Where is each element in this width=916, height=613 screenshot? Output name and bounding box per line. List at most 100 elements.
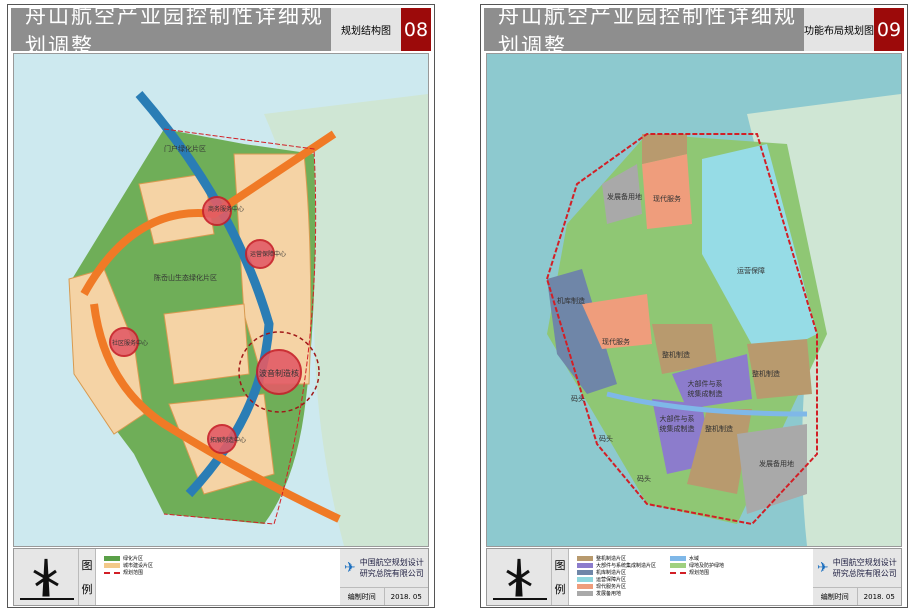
org-logo-icon: ✈ [817,560,829,576]
label-assembly-2: 整机制造 [752,370,780,378]
legend-item: 运营保障片区 [577,576,656,583]
legend-swatch [104,571,120,574]
legend-label: 大部件与系统集成制造片区 [596,563,657,569]
legend-label: 发展备用地 [596,591,622,597]
date-value: 2018. 05 [856,588,902,605]
legend-label: 规划范围 [689,570,710,576]
legend-label: 城市建设片区 [123,563,154,569]
label-expand: 拓展制造中心 [210,437,247,444]
sheet-footer: 图例 绿化片区 城市建设片区 规划范围 ✈ 中国航空规划设计研究总院有限公司 编制… [13,548,429,606]
date-value: 2018. 05 [383,588,429,605]
assembly-mid [652,324,717,374]
compass-scale [487,549,551,605]
node-boeing [256,349,302,395]
legend-tag: 图例 [551,549,569,605]
sheet-title: 舟山航空产业园控制性详细规划调整 [11,4,331,58]
function-layout-sheet: 舟山航空产业园控制性详细规划调整 功能布局规划图 09 发展备用地 现代服务 运… [480,4,908,608]
legend-swatch [104,556,120,561]
legend-label: 绿地及防护绿地 [689,563,725,569]
legend-swatch [670,556,687,561]
legend-item: 现代服务片区 [577,583,656,590]
legend-tag-1: 图 [554,559,566,572]
sheet-header: 舟山航空产业园控制性详细规划调整 功能布局规划图 09 [484,4,904,58]
legend-item: 机库制造片区 [577,569,656,576]
legend-item: 水域 [670,555,724,562]
legend-swatch [577,577,593,582]
structure-map: 门户绿化片区 商务服务中心 运营保障中心 陈岙山生态绿化片区 社区服务中心 波音… [13,53,429,547]
reserve-low [737,424,807,514]
legend: 整机制造片区 大部件与系统集成制造片区 机库制造片区 运营保障片区 现代服务片区… [569,549,813,605]
function-map-drawing [545,94,901,546]
node-expand [207,424,237,454]
build-zone-right [233,153,312,385]
legend-swatch [104,563,120,568]
legend: 绿化片区 城市建设片区 规划范围 [96,549,340,605]
sheet-title: 舟山航空产业园控制性详细规划调整 [484,4,804,58]
structure-map-drawing [68,91,428,546]
legend-label: 规划范围 [123,570,144,576]
legend-tag-2: 例 [81,583,93,596]
org-name: 中国航空规划设计研究总院有限公司 [832,558,897,578]
north-arrow-icon [20,558,74,600]
label-operation: 运营保障中心 [250,251,287,258]
legend-item: 发展备用地 [577,590,656,597]
legend-swatch [670,571,687,574]
legend-label: 整机制造片区 [596,556,627,562]
service-mid [582,294,652,349]
legend-swatch [577,591,593,596]
label-eco: 陈岙山生态绿化片区 [154,274,217,282]
legend-swatch [577,584,593,589]
legend-swatch [670,563,687,568]
reserve-top [602,164,642,224]
org-block: ✈ 中国航空规划设计研究总院有限公司 编制时间 2018. 05 [340,549,428,605]
planning-boundary [163,128,317,525]
legend-item: 绿化片区 [104,555,153,562]
north-arrow-icon [493,558,547,600]
sheet-subtitle: 功能布局规划图 [804,8,874,51]
assembly-low [687,409,752,494]
date-label: 编制时间 [820,592,849,601]
label-community: 社区服务中心 [112,340,149,347]
date-label: 编制时间 [347,592,376,601]
sheet-number: 08 [401,8,431,51]
label-ops: 运营保障 [737,267,765,275]
label-pier-3: 码头 [637,475,651,483]
legend-item: 绿地及防护绿地 [670,562,724,569]
label-assembly-1: 整机制造 [662,351,690,359]
node-operation [245,239,275,269]
legend-label: 绿化片区 [123,556,144,562]
label-assembly-3: 整机制造 [705,425,733,433]
label-reserve-1: 发展备用地 [607,193,642,201]
build-zone-mid [163,303,250,385]
legend-label: 现代服务片区 [596,584,627,590]
legend-swatch [577,563,593,568]
parts-mid [672,354,752,409]
legend-item: 规划范围 [104,569,153,576]
legend-swatch [577,556,593,561]
legend-tag-1: 图 [81,559,93,572]
boeing-ring [238,331,320,413]
service-top [642,154,692,229]
legend-item: 大部件与系统集成制造片区 [577,562,656,569]
sheet-header: 舟山航空产业园控制性详细规划调整 规划结构图 08 [11,4,431,58]
assembly-right [747,339,812,399]
label-boeing: 波音制造核 [259,369,299,378]
ops-zone [702,144,817,354]
node-business [202,196,232,226]
label-gateway: 门户绿化片区 [164,145,206,153]
planning-boundary [545,133,818,526]
structure-plan-sheet: 舟山航空产业园控制性详细规划调整 规划结构图 08 门户绿化片区 商务服务中心 … [7,4,435,608]
legend-label: 水域 [689,556,700,562]
org-logo-icon: ✈ [344,560,356,576]
label-service-2: 现代服务 [602,338,630,346]
node-community [109,327,139,357]
label-pier-1: 码头 [571,395,585,403]
legend-label: 运营保障片区 [596,577,627,583]
label-parts-2: 大部件与系统集成制造 [659,415,695,433]
label-pier-2: 码头 [599,435,613,443]
function-map: 发展备用地 现代服务 运营保障 机库制造 现代服务 整机制造 大部件与系统集成制… [486,53,902,547]
compass-scale [14,549,78,605]
sheet-number: 09 [874,8,904,51]
label-hangar: 机库制造 [557,297,585,305]
legend-swatch [577,570,593,575]
